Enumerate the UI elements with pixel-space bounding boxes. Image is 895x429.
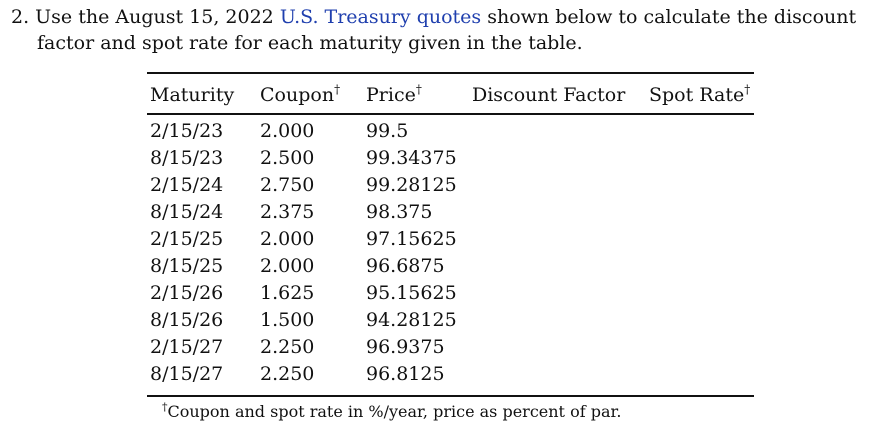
cell-coupon: 2.250 xyxy=(260,336,315,358)
header-discount-factor: Discount Factor xyxy=(472,82,625,108)
header-coupon-label: Coupon xyxy=(260,84,335,106)
header-price: Price† xyxy=(366,82,422,108)
cell-maturity: 2/15/25 xyxy=(150,228,224,250)
header-price-label: Price xyxy=(366,84,416,106)
cell-price: 95.15625 xyxy=(366,282,457,304)
cell-maturity: 2/15/23 xyxy=(150,120,224,142)
table-row: 8/15/25 2.000 96.6875 xyxy=(0,253,895,280)
cell-coupon: 1.500 xyxy=(260,309,315,331)
table-bottom-rule xyxy=(147,395,754,397)
question-line-2: factor and spot rate for each maturity g… xyxy=(37,32,583,54)
cell-maturity: 8/15/27 xyxy=(150,363,224,385)
cell-coupon: 2.250 xyxy=(260,363,315,385)
header-spot-rate-label: Spot Rate xyxy=(649,84,745,106)
cell-maturity: 8/15/25 xyxy=(150,255,224,277)
cell-price: 97.15625 xyxy=(366,228,457,250)
header-discount-factor-label: Discount Factor xyxy=(472,84,626,106)
question-intro: 2. Use the August 15, 2022 xyxy=(11,6,280,28)
cell-maturity: 8/15/24 xyxy=(150,201,224,223)
dagger-mark: † xyxy=(415,82,422,97)
header-coupon: Coupon† xyxy=(260,82,340,108)
table-row: 2/15/26 1.625 95.15625 xyxy=(0,280,895,307)
table-row: 2/15/23 2.000 99.5 xyxy=(0,118,895,145)
question-text: 2. Use the August 15, 2022 U.S. Treasury… xyxy=(11,4,881,56)
table-row: 2/15/27 2.250 96.9375 xyxy=(0,334,895,361)
cell-coupon: 2.000 xyxy=(260,228,315,250)
cell-price: 96.6875 xyxy=(366,255,445,277)
table-top-rule xyxy=(147,72,754,74)
table-row: 8/15/27 2.250 96.8125 xyxy=(0,361,895,388)
table-row: 8/15/23 2.500 99.34375 xyxy=(0,145,895,172)
cell-maturity: 8/15/26 xyxy=(150,309,224,331)
cell-coupon: 2.375 xyxy=(260,201,315,223)
table-row: 8/15/26 1.500 94.28125 xyxy=(0,307,895,334)
cell-coupon: 2.000 xyxy=(260,255,315,277)
header-maturity: Maturity xyxy=(150,82,234,108)
cell-maturity: 2/15/27 xyxy=(150,336,224,358)
question-line-1: 2. Use the August 15, 2022 U.S. Treasury… xyxy=(11,4,881,30)
question-continuation: shown below to calculate the discount xyxy=(481,6,857,28)
header-spot-rate: Spot Rate† xyxy=(649,82,750,108)
footnote-text: Coupon and spot rate in %/year, price as… xyxy=(167,402,622,421)
cell-price: 98.375 xyxy=(366,201,433,223)
cell-coupon: 1.625 xyxy=(260,282,315,304)
cell-maturity: 2/15/26 xyxy=(150,282,224,304)
cell-price: 99.34375 xyxy=(366,147,457,169)
footnote-dagger: † xyxy=(162,400,168,414)
table-row: 8/15/24 2.375 98.375 xyxy=(0,199,895,226)
cell-price: 94.28125 xyxy=(366,309,457,331)
treasury-quotes-link[interactable]: U.S. Treasury quotes xyxy=(279,6,482,28)
cell-price: 96.9375 xyxy=(366,336,445,358)
cell-maturity: 2/15/24 xyxy=(150,174,224,196)
table-row: 2/15/25 2.000 97.15625 xyxy=(0,226,895,253)
cell-price: 99.5 xyxy=(366,120,409,142)
cell-price: 96.8125 xyxy=(366,363,445,385)
cell-maturity: 8/15/23 xyxy=(150,147,224,169)
dagger-mark: † xyxy=(334,82,341,97)
table-header-rule xyxy=(147,113,754,115)
cell-coupon: 2.000 xyxy=(260,120,315,142)
dagger-mark: † xyxy=(744,82,751,97)
cell-coupon: 2.750 xyxy=(260,174,315,196)
cell-price: 99.28125 xyxy=(366,174,457,196)
header-maturity-label: Maturity xyxy=(150,84,235,106)
cell-coupon: 2.500 xyxy=(260,147,315,169)
table-body: 2/15/23 2.000 99.5 8/15/23 2.500 99.3437… xyxy=(0,118,895,388)
table-row: 2/15/24 2.750 99.28125 xyxy=(0,172,895,199)
table-footnote: †Coupon and spot rate in %/year, price a… xyxy=(162,401,621,423)
